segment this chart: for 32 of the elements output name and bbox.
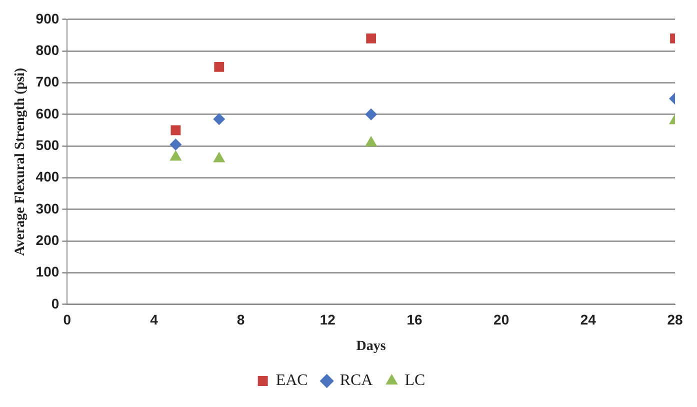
y-tick-label: 300 [36,200,60,216]
y-tick-label: 100 [36,264,60,280]
legend-label: LC [404,372,426,390]
point [365,136,378,146]
point [365,108,378,120]
y-tick-label: 400 [36,168,60,185]
x-tick-label: 24 [580,312,596,328]
x-axis-title: Days [356,339,386,354]
y-tick-label: 0 [51,295,60,312]
y-tick-label: 800 [36,42,60,58]
x-tick-label: 12 [320,312,336,328]
point [170,150,182,161]
y-tick-label: 200 [36,232,60,248]
x-tick-label: 8 [236,312,245,328]
point [170,125,181,136]
point [366,33,376,44]
x-tick-label: 28 [667,312,683,328]
legend-label: RCA [340,372,374,390]
y-tick-label: 600 [36,105,60,122]
x-tick-label: 4 [150,312,158,328]
y-tick-label: 700 [36,74,60,90]
point [170,138,182,150]
x-tick-label: 16 [406,312,422,328]
y-tick-label: 900 [36,10,60,26]
y-axis-title: Average Flexural Strength (psi) [13,68,28,256]
point [214,62,224,72]
x-tick-label: 0 [63,312,72,328]
x-tick-label: 20 [494,312,510,328]
legend-label: EAC [276,372,308,390]
point [213,113,226,126]
y-tick-label: 500 [36,136,60,153]
point [213,152,226,162]
